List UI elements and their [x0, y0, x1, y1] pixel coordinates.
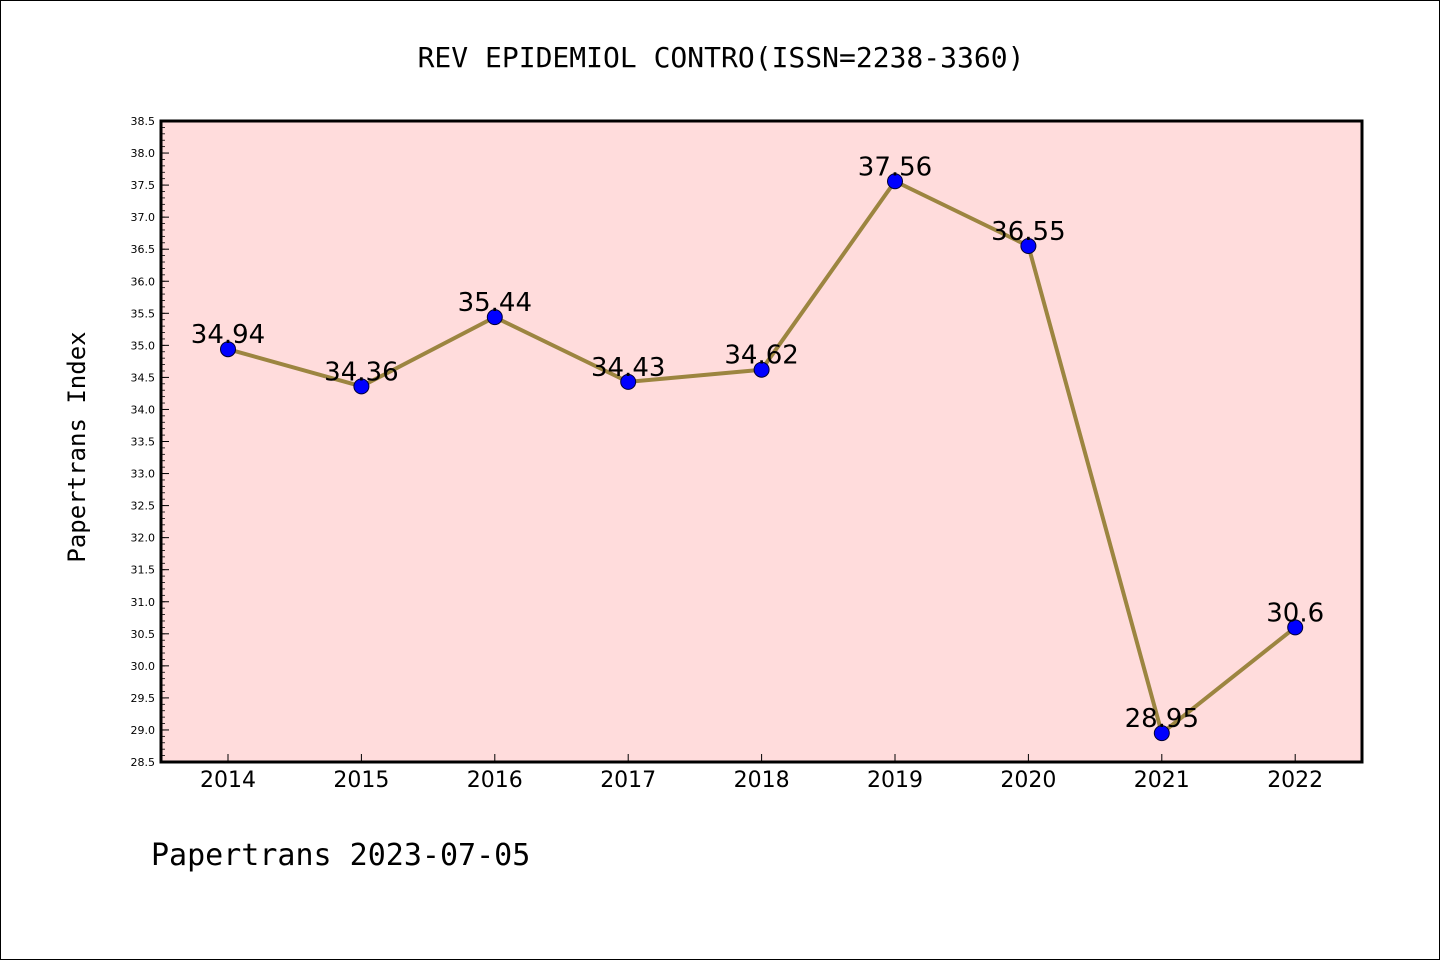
- y-tick-label: 30.5: [131, 628, 156, 641]
- y-tick-label: 32.5: [131, 500, 156, 513]
- x-axis: 2014 2015 2016 2017 2018 2019 2020 2021 2022: [200, 754, 1323, 793]
- chart-title: REV EPIDEMIOL CONTRO(ISSN=2238-3360): [418, 41, 1025, 74]
- y-tick-label: 38.0: [131, 147, 156, 160]
- x-tick-label: 2021: [1134, 768, 1190, 793]
- y-tick-label: 37.5: [131, 179, 156, 192]
- data-label: 30.6: [1266, 598, 1324, 628]
- y-tick-label: 32.0: [131, 532, 156, 545]
- y-tick-label: 33.0: [131, 468, 156, 481]
- data-point-marker: [1020, 237, 1037, 254]
- data-point-marker: [753, 361, 770, 378]
- data-point-marker: [1287, 619, 1304, 636]
- x-tick-label: 2020: [1000, 768, 1056, 793]
- data-point-marker: [1153, 725, 1170, 742]
- data-point-marker: [486, 309, 503, 326]
- data-point-marker: [887, 173, 903, 190]
- x-tick-label: 2018: [734, 768, 790, 793]
- plot-area: [159, 119, 1364, 764]
- data-label: 34.62: [724, 341, 798, 371]
- y-tick-label: 35.0: [131, 339, 156, 352]
- y-tick-label: 36.5: [131, 243, 156, 256]
- y-tick-label: 37.0: [131, 211, 156, 224]
- y-axis: 28.5 29.0 29.5 30.0 30.5 31.0 31.5 32.0 32.5 33.0…: [131, 115, 169, 769]
- footer-text: Papertrans 2023-07-05: [151, 838, 530, 873]
- data-label: 35.44: [458, 288, 532, 318]
- y-tick-label: 30.0: [131, 660, 156, 673]
- y-tick-label: 34.5: [131, 371, 156, 384]
- y-tick-label: 34.0: [131, 403, 156, 416]
- x-tick-label: 2015: [333, 768, 389, 793]
- data-point-marker: [220, 341, 236, 358]
- y-axis-label: Papertrans Index: [63, 331, 91, 562]
- y-tick-label: 35.5: [131, 307, 156, 320]
- data-label: 36.55: [991, 217, 1065, 247]
- data-label: 34.36: [324, 357, 398, 387]
- x-tick-label: 2016: [467, 768, 523, 793]
- x-tick-label: 2019: [867, 768, 923, 793]
- data-point-marker: [353, 378, 370, 395]
- data-label: 28.95: [1125, 704, 1199, 734]
- series-line-group: [220, 173, 1304, 742]
- data-label: 34.94: [191, 320, 265, 350]
- y-tick-label: 31.0: [131, 596, 156, 609]
- y-tick-label: 36.0: [131, 275, 156, 288]
- y-tick-label: 29.0: [131, 724, 156, 737]
- data-label: 37.56: [858, 152, 932, 182]
- data-label-group: 34.94 34.36 35.44 34.43 34.62 37.56 36.55 28.95…: [191, 152, 1324, 734]
- data-label: 34.43: [591, 353, 665, 383]
- x-tick-label: 2022: [1267, 768, 1323, 793]
- x-tick-label: 2014: [200, 768, 256, 793]
- y-tick-label: 31.5: [131, 564, 156, 577]
- y-tick-label: 33.5: [131, 436, 156, 449]
- y-tick-label: 28.5: [131, 756, 156, 769]
- y-tick-label: 29.5: [131, 692, 156, 705]
- x-tick-label: 2017: [600, 768, 656, 793]
- y-tick-label: 38.5: [131, 115, 156, 128]
- data-point-marker: [620, 373, 637, 390]
